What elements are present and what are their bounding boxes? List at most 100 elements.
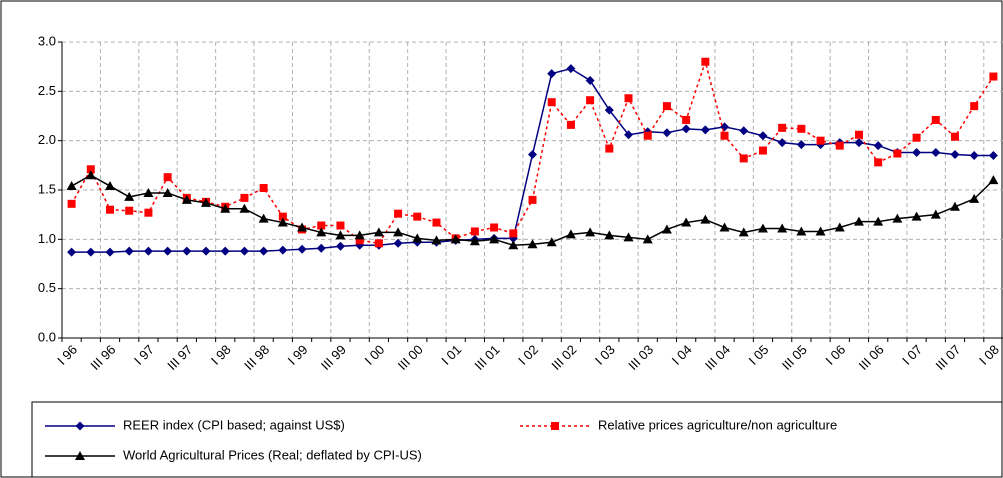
y-tick-label: 1.0 — [38, 231, 56, 246]
data-point — [701, 57, 710, 66]
data-point — [930, 209, 941, 219]
data-point — [796, 140, 806, 150]
data-point — [970, 102, 979, 111]
data-point — [86, 165, 95, 174]
series — [66, 170, 999, 250]
data-point — [66, 181, 77, 191]
data-point — [509, 229, 518, 238]
data-point — [988, 175, 999, 185]
data-point — [317, 221, 326, 230]
data-point — [489, 234, 500, 244]
data-point — [969, 193, 980, 203]
data-point — [393, 238, 403, 248]
data-point — [258, 213, 269, 223]
data-point — [239, 203, 250, 213]
data-point — [469, 236, 480, 246]
data-point — [528, 195, 537, 204]
data-point — [566, 64, 576, 74]
data-point — [912, 148, 922, 158]
y-tick-label: 2.5 — [38, 83, 56, 98]
data-point — [124, 191, 135, 201]
data-point — [125, 206, 134, 215]
data-point — [277, 217, 288, 227]
data-point — [662, 102, 671, 111]
data-point — [778, 123, 787, 132]
data-point — [873, 216, 884, 226]
data-point — [67, 247, 77, 257]
data-point — [912, 133, 921, 142]
data-point — [816, 136, 825, 145]
y-tick-label: 2.0 — [38, 132, 56, 147]
data-point — [604, 105, 614, 115]
data-point — [835, 141, 844, 150]
data-point — [815, 226, 826, 236]
data-point — [700, 125, 710, 135]
data-point — [278, 245, 288, 255]
data-point — [681, 217, 692, 227]
data-point — [240, 193, 249, 202]
data-point — [720, 131, 729, 140]
data-point — [911, 211, 922, 221]
data-point — [585, 75, 595, 85]
data-point — [373, 227, 384, 237]
data-point — [220, 203, 231, 213]
data-point — [642, 234, 653, 244]
data-point — [624, 130, 634, 140]
data-point — [605, 144, 614, 153]
data-point — [412, 233, 423, 243]
data-point — [624, 94, 633, 103]
data-point — [623, 232, 634, 242]
data-point — [566, 120, 575, 129]
data-point — [278, 212, 287, 221]
data-point — [989, 72, 998, 81]
legend-label: REER index (CPI based; against US$) — [123, 417, 345, 432]
data-point — [643, 131, 652, 140]
data-point — [450, 234, 461, 244]
data-point — [854, 138, 864, 148]
data-point — [432, 218, 441, 227]
data-point — [144, 208, 153, 217]
data-point — [758, 146, 767, 155]
data-point — [163, 246, 173, 256]
data-point — [834, 222, 845, 232]
data-point — [719, 222, 730, 232]
data-point — [662, 128, 672, 138]
data-point — [565, 229, 576, 239]
data-point — [777, 223, 788, 233]
data-point — [297, 222, 308, 232]
y-tick-label: 3.0 — [38, 33, 56, 48]
data-point — [239, 246, 249, 256]
data-point — [661, 224, 672, 234]
data-point — [413, 212, 422, 221]
data-point — [604, 230, 615, 240]
data-point — [873, 141, 883, 151]
data-point — [316, 227, 327, 237]
y-tick-label: 0.5 — [38, 280, 56, 295]
data-point — [757, 223, 768, 233]
data-point — [105, 181, 116, 191]
data-point — [431, 235, 442, 245]
data-point — [950, 132, 959, 141]
data-point — [854, 130, 863, 139]
legend-label: World Agricultural Prices (Real; deflate… — [123, 447, 422, 462]
data-point — [394, 209, 403, 218]
data-point — [181, 194, 192, 204]
data-point — [143, 246, 153, 256]
data-point — [796, 226, 807, 236]
data-point — [220, 246, 230, 256]
data-point — [950, 149, 960, 159]
data-point — [335, 241, 345, 251]
data-point — [259, 246, 269, 256]
data-point — [874, 158, 883, 167]
data-point — [162, 187, 173, 197]
data-point — [201, 197, 212, 207]
data-point — [586, 96, 595, 105]
data-point — [527, 239, 538, 249]
data-point — [259, 184, 268, 193]
data-point — [547, 69, 557, 79]
data-point — [354, 230, 365, 240]
data-point — [551, 422, 559, 430]
data-point — [75, 421, 85, 431]
y-tick-label: 1.5 — [38, 181, 56, 196]
